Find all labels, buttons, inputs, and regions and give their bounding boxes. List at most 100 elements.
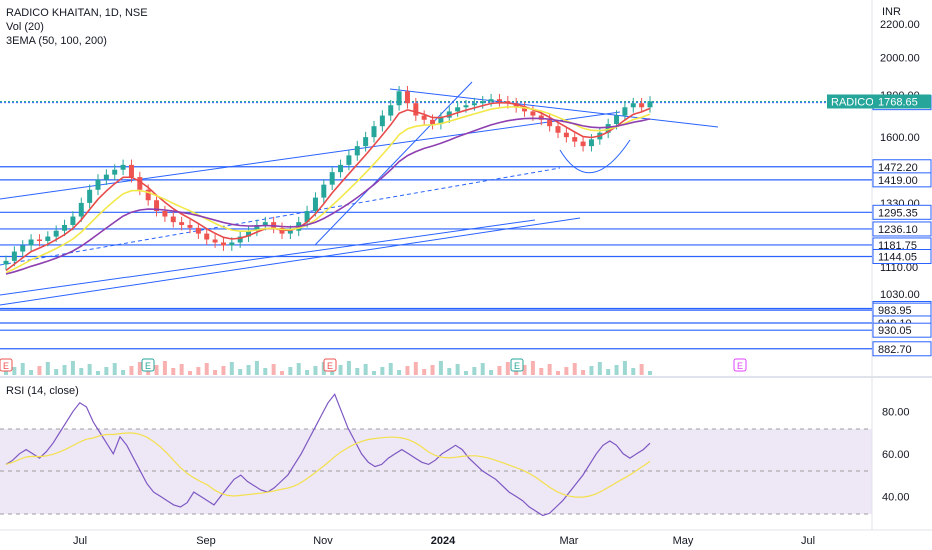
volume-bar [472,367,477,375]
volume-bar [547,364,552,375]
candle-body [329,172,335,185]
candle-body [371,126,377,138]
event-marker: E [323,358,337,372]
candle-body [614,115,620,125]
volume-bar [497,366,502,375]
price-level-tag-text: 1144.05 [878,251,917,263]
volume-bar [631,368,636,375]
candle-body [112,169,118,175]
volume-bar [438,361,443,375]
candle-body [379,115,385,127]
volume-bar [522,365,527,375]
candle-body [36,239,42,241]
candle-body [622,107,628,116]
volume-bar [363,364,368,375]
volume-bar [4,371,8,375]
volume-bar [380,367,385,375]
volume-bar [514,369,519,375]
candle-body [630,103,636,108]
price-level-tag-box [872,204,932,220]
volume-bar [480,363,485,375]
symbol-tag-box [827,94,873,109]
candle-body [53,230,59,237]
price-level-tag-text: 1295.35 [878,207,918,219]
candle-body [145,189,151,201]
candle-body [455,107,461,112]
candle-body [563,132,569,138]
volume-bar [288,367,293,375]
candle-body [513,103,519,108]
volume-bar [179,364,184,375]
candle-body [246,230,252,237]
volume-bars [4,361,652,375]
volume-bar [137,362,142,375]
volume-bar [12,367,17,375]
ema-legend[interactable]: 3EMA (50, 100, 200) [6,35,107,47]
volume-bar [581,370,586,375]
ema-100-line [5,106,651,274]
volume-bar [455,364,460,375]
candle-body [45,236,51,241]
volume-bar [388,363,393,375]
price-level-tag-box [872,221,932,237]
candle-body [62,224,68,231]
trend-line [389,88,719,128]
volume-bar [54,369,59,375]
candle-body [137,177,143,190]
volume-bar [238,369,243,375]
price-tags: 1762.851472.201419.001295.351236.101181.… [827,94,932,357]
candle-body [3,260,9,265]
price-level-tag-text: 882.70 [878,344,912,356]
rsi-lines [5,393,651,517]
price-level-tag-text: 1236.10 [878,224,918,236]
candle-body [20,245,26,252]
candle-body [547,119,553,127]
candle-body [195,227,201,234]
rsi-legend[interactable]: RSI (14, close) [6,385,79,397]
currency-label[interactable]: INR [882,6,901,18]
volume-bar [229,362,234,375]
event-marker: E [0,358,13,372]
price-level-tag: 1472.20 [872,159,932,175]
candle-body [154,200,160,212]
volume-bar [188,371,192,375]
candle-body [28,239,34,246]
time-axis[interactable]: Jul Sep Nov 2024 Mar May Jul [73,535,815,547]
candle-body [187,224,193,228]
current-price-box [873,94,931,109]
volume-bar [539,368,544,375]
cup-arc [559,139,631,174]
candle-body [354,146,360,156]
volume-bar [464,371,468,375]
candle-body [95,179,101,190]
candle-body [128,164,134,178]
candle-body [471,103,477,106]
event-marker: E [510,358,524,372]
symbol-legend[interactable]: RADICO KHAITAN, 1D, NSE [6,7,148,19]
candle-body [430,119,436,125]
event-marker-label: E [514,361,520,371]
volume-bar [346,361,351,375]
candle-body [421,115,427,120]
rsi-axis[interactable]: 80.00 60.00 40.00 [882,406,910,503]
volume-bar [614,365,619,375]
event-marker-box [733,358,747,372]
event-marker: E [733,358,747,372]
price-level-tag: 1181.75 [872,237,932,253]
rsi-line [5,393,651,517]
volume-bar [213,370,218,375]
candle-body [87,189,93,203]
volume-bar [372,371,376,375]
volume-bar [313,366,318,375]
volume-bar [422,369,427,375]
volume-bar [648,371,652,375]
candle-body [304,211,310,223]
candle-body [220,242,226,246]
volume-bar [338,365,343,375]
volume-bar [254,361,259,375]
volume-bar [296,363,301,375]
event-marker-box [141,358,155,372]
candle-body [580,141,586,147]
volume-legend[interactable]: Vol (20) [6,21,44,33]
